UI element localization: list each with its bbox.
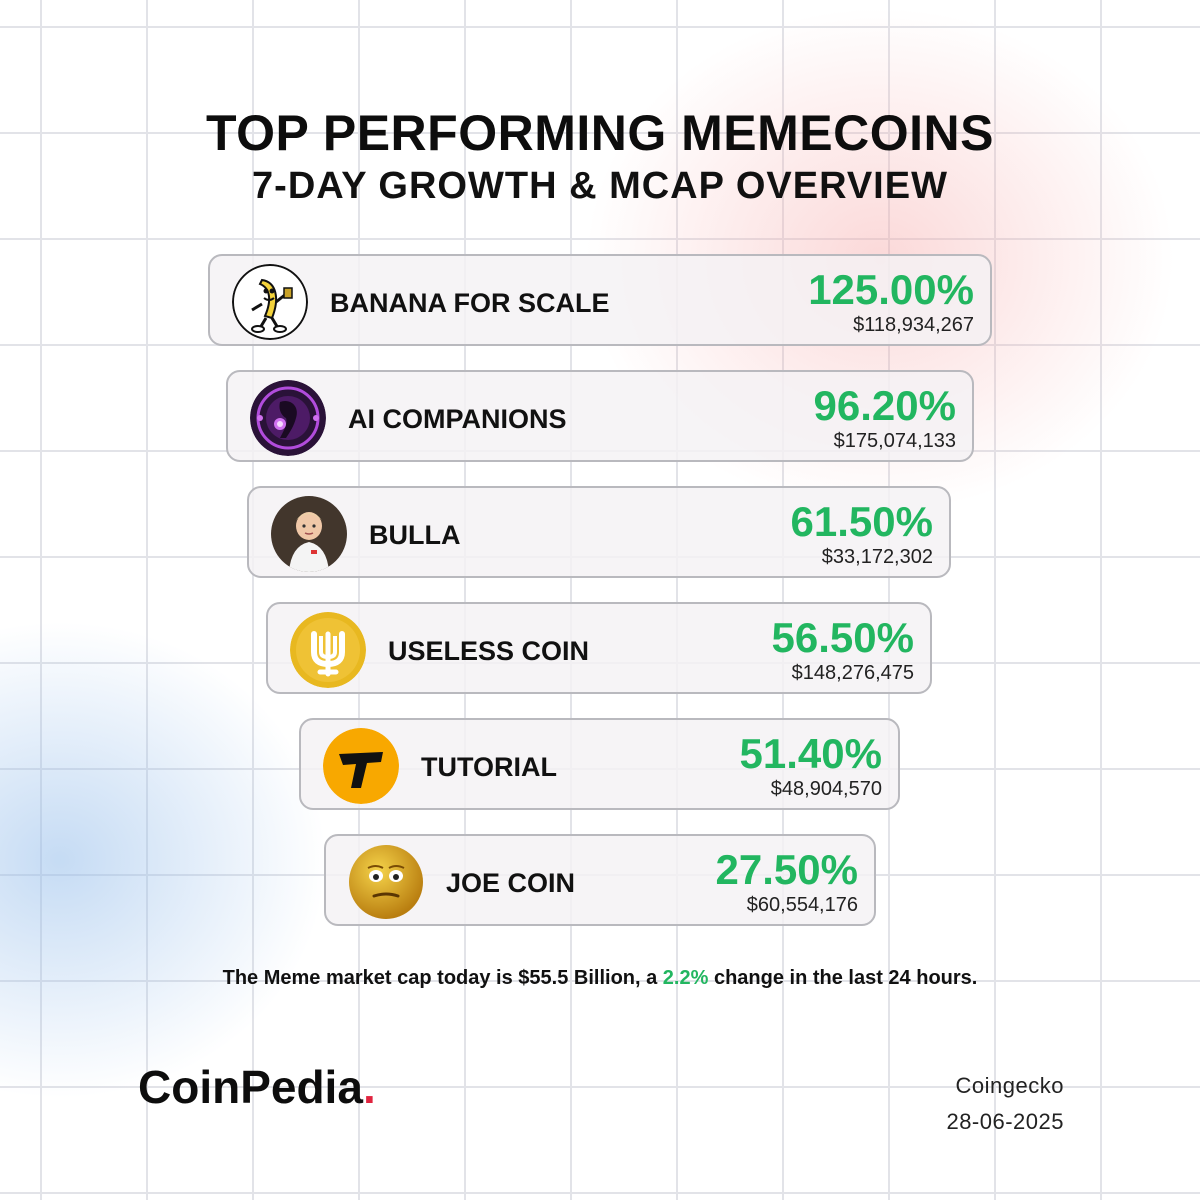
source-date: 28-06-2025 (946, 1109, 1064, 1134)
coin-growth: 96.20% (813, 382, 956, 429)
useless-coin-icon (290, 612, 366, 688)
coin-row: JOE COIN 27.50% $60,554,176 (324, 834, 876, 926)
brand-name: CoinPedia (138, 1061, 363, 1113)
coin-row: BULLA 61.50% $33,172,302 (247, 486, 951, 578)
market-summary: The Meme market cap today is $55.5 Billi… (0, 967, 1200, 990)
page-subtitle: 7-DAY GROWTH & MCAP OVERVIEW (252, 165, 948, 207)
summary-text-end: change in the last 24 hours. (708, 967, 978, 989)
coinpedia-logo: CoinPedia. (138, 1060, 376, 1114)
joe-face-icon (348, 844, 424, 920)
coin-mcap: $148,276,475 (791, 662, 914, 684)
summary-text-start: The Meme market cap today is $55.5 Billi… (222, 967, 663, 989)
ai-companion-icon (250, 380, 326, 456)
coin-growth: 56.50% (771, 614, 914, 661)
coin-row: USELESS COIN 56.50% $148,276,475 (266, 602, 932, 694)
coin-row: BANANA FOR SCALE 125.00% $118,934,267 (208, 254, 992, 346)
coin-growth: 27.50% (715, 846, 858, 893)
coin-mcap: $48,904,570 (770, 778, 882, 800)
coin-name: AI COMPANIONS (348, 404, 567, 434)
source-name: Coingecko (955, 1073, 1064, 1098)
coin-mcap: $33,172,302 (821, 546, 933, 568)
coin-row: AI COMPANIONS 96.20% $175,074,133 (226, 370, 974, 462)
coin-name: USELESS COIN (388, 636, 590, 666)
coin-name: BANANA FOR SCALE (330, 288, 610, 318)
bulla-child-photo-icon (271, 496, 347, 572)
source-info: Coingecko 28-06-2025 (946, 1068, 1064, 1140)
page-title: TOP PERFORMING MEMECOINS (205, 105, 994, 161)
coin-row: TUTORIAL 51.40% $48,904,570 (299, 718, 900, 810)
coin-name: JOE COIN (446, 868, 576, 898)
banana-mascot-icon (232, 264, 308, 340)
coin-mcap: $60,554,176 (746, 894, 858, 916)
brand-dot: . (362, 1061, 376, 1113)
coin-growth: 125.00% (808, 266, 974, 313)
coin-mcap: $175,074,133 (833, 430, 956, 452)
coin-growth: 61.50% (790, 498, 933, 545)
coin-growth: 51.40% (739, 730, 882, 777)
tutorial-t-icon (323, 728, 399, 804)
summary-change-highlight: 2.2% (662, 967, 709, 989)
coin-name: BULLA (369, 520, 461, 550)
coin-mcap: $118,934,267 (853, 314, 974, 336)
coin-name: TUTORIAL (421, 752, 557, 782)
